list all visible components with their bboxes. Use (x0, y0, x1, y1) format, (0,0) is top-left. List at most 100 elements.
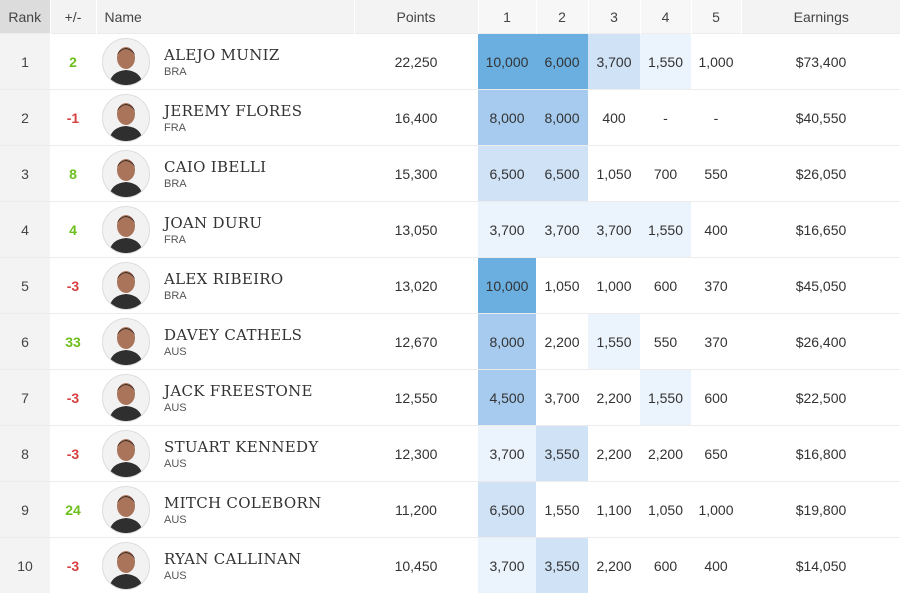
change-column-header[interactable]: +/- (49, 0, 96, 34)
rank-column-header[interactable]: Rank (0, 0, 50, 34)
earnings-cell: $16,650 (741, 201, 900, 258)
event-3-cell: 1,550 (588, 313, 640, 370)
surfer-avatar[interactable] (102, 485, 150, 534)
surfer-cell[interactable]: DAVEY CATHELS AUS (96, 313, 354, 370)
event-2-cell: 3,550 (536, 537, 588, 593)
event-2-cell: 8,000 (536, 89, 588, 146)
table-row[interactable]: 10 -3 RYAN CALLINAN AUS 10,450 3,7 (0, 537, 900, 593)
surfer-name[interactable]: DAVEY CATHELS (164, 325, 303, 344)
event-1-cell: 6,500 (478, 145, 536, 202)
person-icon (103, 262, 149, 309)
table-row[interactable]: 2 -1 JEREMY FLORES FRA 16,400 8,00 (0, 89, 900, 146)
event-3-cell: 3,700 (588, 201, 640, 258)
event-1-column-header[interactable]: 1 (477, 0, 536, 34)
event-3-cell: 2,200 (588, 369, 640, 426)
event-3-cell: 1,050 (588, 145, 640, 202)
table-row[interactable]: 7 -3 JACK FREESTONE AUS 12,550 4,5 (0, 369, 900, 426)
rank-cell: 10 (0, 537, 50, 593)
event-2-cell: 6,500 (536, 145, 588, 202)
earnings-cell: $26,400 (741, 313, 900, 370)
surfer-cell[interactable]: JEREMY FLORES FRA (96, 89, 354, 146)
earnings-column-header[interactable]: Earnings (740, 0, 900, 34)
surfer-cell[interactable]: JACK FREESTONE AUS (96, 369, 354, 426)
surfer-cell[interactable]: CAIO IBELLI BRA (96, 145, 354, 202)
table-row[interactable]: 1 2 ALEJO MUNIZ BRA 22,250 10,000 (0, 33, 900, 90)
person-icon (103, 206, 149, 253)
surfer-name[interactable]: RYAN CALLINAN (164, 549, 302, 568)
surfer-cell[interactable]: STUART KENNEDY AUS (96, 425, 354, 482)
earnings-cell: $73,400 (741, 33, 900, 90)
points-cell: 12,550 (354, 369, 478, 426)
rank-cell: 1 (0, 33, 50, 90)
surfer-cell[interactable]: ALEJO MUNIZ BRA (96, 33, 354, 90)
points-cell: 13,020 (354, 257, 478, 314)
rank-change-cell: -3 (50, 537, 96, 593)
surfer-cell[interactable]: RYAN CALLINAN AUS (96, 537, 354, 593)
surfer-name[interactable]: JEREMY FLORES (164, 101, 303, 120)
surfer-country: FRA (164, 233, 186, 246)
event-4-cell: 700 (640, 145, 691, 202)
event-3-cell: 400 (588, 89, 640, 146)
earnings-cell: $40,550 (741, 89, 900, 146)
surfer-cell[interactable]: ALEX RIBEIRO BRA (96, 257, 354, 314)
surfer-name[interactable]: STUART KENNEDY (164, 437, 319, 456)
event-3-cell: 2,200 (588, 425, 640, 482)
surfer-name[interactable]: CAIO IBELLI (164, 157, 267, 176)
surfer-avatar[interactable] (102, 205, 150, 254)
surfer-country: BRA (164, 289, 187, 302)
name-column-header[interactable]: Name (95, 0, 354, 34)
event-4-cell: 1,550 (640, 33, 691, 90)
event-3-cell: 2,200 (588, 537, 640, 593)
table-row[interactable]: 9 24 MITCH COLEBORN AUS 11,200 6,5 (0, 481, 900, 538)
event-5-column-header[interactable]: 5 (690, 0, 741, 34)
points-cell: 15,300 (354, 145, 478, 202)
person-icon (103, 150, 149, 197)
event-4-column-header[interactable]: 4 (639, 0, 691, 34)
surfer-name[interactable]: JOAN DURU (164, 213, 263, 232)
points-cell: 11,200 (354, 481, 478, 538)
surfer-name[interactable]: JACK FREESTONE (164, 381, 313, 400)
surfer-avatar[interactable] (102, 541, 150, 590)
event-2-cell: 3,700 (536, 201, 588, 258)
surfer-country: AUS (164, 345, 187, 358)
surfer-name[interactable]: MITCH COLEBORN (164, 493, 322, 512)
surfer-cell[interactable]: MITCH COLEBORN AUS (96, 481, 354, 538)
surfer-country: BRA (164, 65, 187, 78)
surfer-avatar[interactable] (102, 261, 150, 310)
table-row[interactable]: 8 -3 STUART KENNEDY AUS 12,300 3,7 (0, 425, 900, 482)
surfer-avatar[interactable] (102, 37, 150, 86)
rank-cell: 7 (0, 369, 50, 426)
points-column-header[interactable]: Points (353, 0, 478, 34)
table-row[interactable]: 4 4 JOAN DURU FRA 13,050 3,700 (0, 201, 900, 258)
event-1-cell: 3,700 (478, 425, 536, 482)
table-row[interactable]: 3 8 CAIO IBELLI BRA 15,300 6,500 (0, 145, 900, 202)
surfer-avatar[interactable] (102, 373, 150, 422)
event-2-column-header[interactable]: 2 (535, 0, 588, 34)
points-cell: 12,670 (354, 313, 478, 370)
table-header: Rank +/- Name Points 1 2 3 4 5 Earnings (0, 0, 900, 34)
earnings-cell: $14,050 (741, 537, 900, 593)
surfer-avatar[interactable] (102, 317, 150, 366)
rank-change-cell: 33 (50, 313, 96, 370)
event-5-cell: 1,000 (691, 33, 741, 90)
event-4-cell: 550 (640, 313, 691, 370)
event-3-column-header[interactable]: 3 (587, 0, 640, 34)
event-4-cell: 1,550 (640, 201, 691, 258)
surfer-name[interactable]: ALEX RIBEIRO (164, 269, 284, 288)
event-5-cell: 370 (691, 313, 741, 370)
rank-cell: 6 (0, 313, 50, 370)
points-cell: 16,400 (354, 89, 478, 146)
points-cell: 12,300 (354, 425, 478, 482)
surfer-name[interactable]: ALEJO MUNIZ (164, 45, 280, 64)
surfer-avatar[interactable] (102, 149, 150, 198)
surfer-avatar[interactable] (102, 93, 150, 142)
surfer-cell[interactable]: JOAN DURU FRA (96, 201, 354, 258)
event-4-cell: 1,550 (640, 369, 691, 426)
table-row[interactable]: 6 33 DAVEY CATHELS AUS 12,670 8,00 (0, 313, 900, 370)
event-1-cell: 3,700 (478, 537, 536, 593)
rank-cell: 5 (0, 257, 50, 314)
surfer-country: BRA (164, 177, 187, 190)
table-row[interactable]: 5 -3 ALEX RIBEIRO BRA 13,020 10,00 (0, 257, 900, 314)
event-1-cell: 8,000 (478, 89, 536, 146)
surfer-avatar[interactable] (102, 429, 150, 478)
